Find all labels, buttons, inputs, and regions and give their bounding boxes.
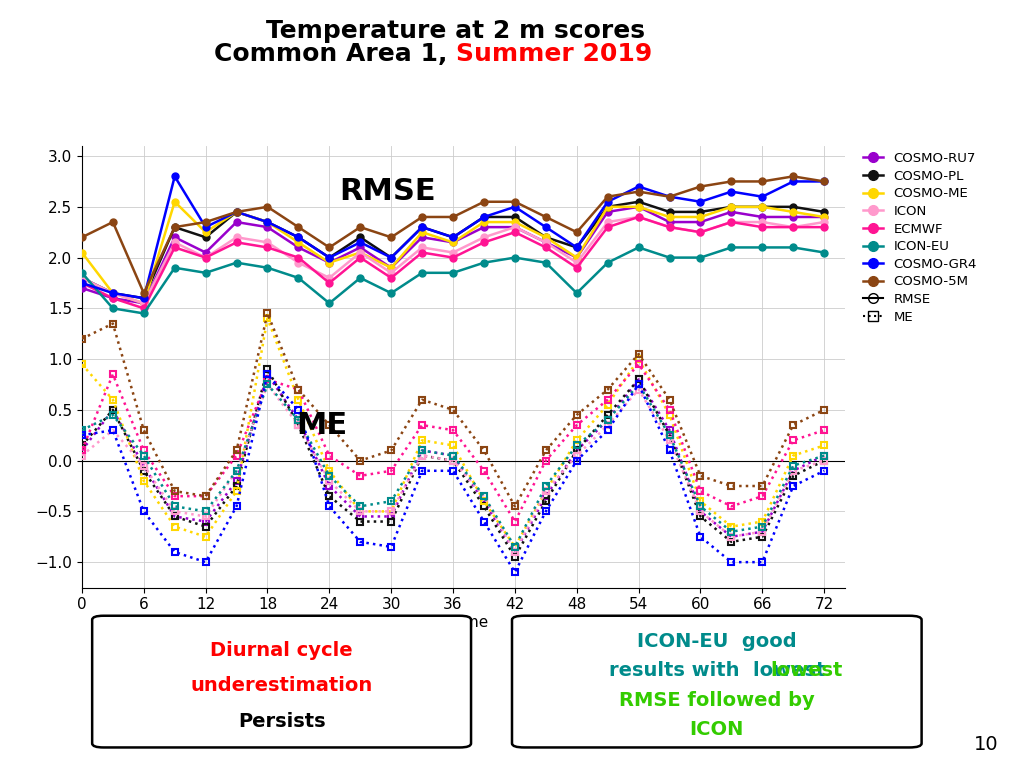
Text: 10: 10 [974,735,998,754]
Text: RMSE followed by: RMSE followed by [618,691,815,710]
Text: Diurnal cycle: Diurnal cycle [210,641,353,660]
X-axis label: d time: d time [438,615,488,630]
Text: ME: ME [297,411,348,440]
Text: RMSE: RMSE [339,177,435,206]
FancyBboxPatch shape [512,616,922,747]
Text: Common Area 1,: Common Area 1, [214,42,456,66]
Text: Persists: Persists [238,713,326,731]
Text: results with  lowest: results with lowest [608,661,825,680]
Text: ICON: ICON [689,720,744,740]
Text: underestimation: underestimation [190,676,373,695]
FancyBboxPatch shape [92,616,471,747]
Text: Temperature at 2 m scores: Temperature at 2 m scores [266,19,645,43]
Text: ICON-EU  good: ICON-EU good [637,632,797,650]
Legend: COSMO-RU7, COSMO-PL, COSMO-ME, ICON, ECMWF, ICON-EU, COSMO-GR4, COSMO-5M, RMSE, : COSMO-RU7, COSMO-PL, COSMO-ME, ICON, ECM… [859,148,981,328]
Text: lowest: lowest [771,661,843,680]
Text: Summer 2019: Summer 2019 [456,42,652,66]
